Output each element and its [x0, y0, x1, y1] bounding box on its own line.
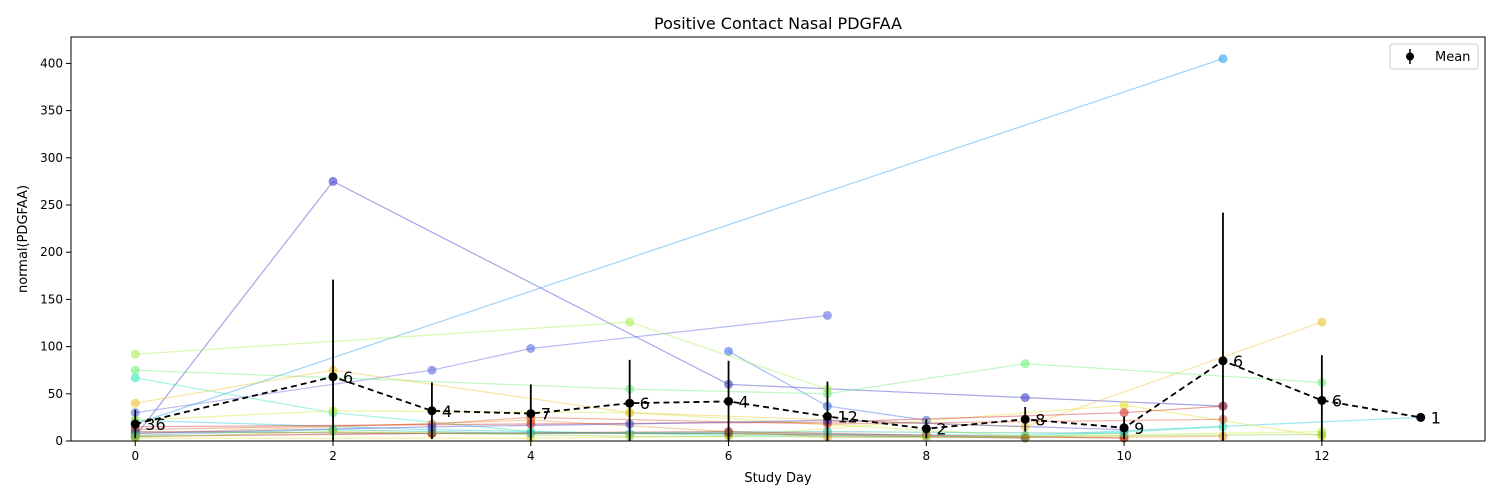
count-label: 4 [739, 392, 749, 411]
y-axis: 0 50 100 150 200 250 300 350 400 [40, 56, 71, 448]
subject-line [135, 321, 828, 390]
legend-box [1389, 43, 1479, 70]
subject-point [1020, 393, 1030, 403]
subject-point [1119, 408, 1129, 418]
plot-area: 36 6 4 7 6 4 12 2 8 9 6 6 1 [130, 54, 1441, 443]
subject-point [328, 176, 338, 186]
count-label: 36 [145, 415, 165, 434]
subject-point [526, 343, 536, 353]
legend-entry-mean: Mean [1435, 50, 1470, 65]
legend: Mean [1389, 43, 1479, 70]
count-label: 6 [640, 394, 650, 413]
chart-title: Positive Contact Nasal PDGFAA [654, 14, 902, 33]
subject-series [130, 176, 1228, 441]
count-label: 8 [1035, 410, 1045, 429]
legend-mean-marker [1406, 52, 1414, 61]
count-label: 6 [1332, 391, 1342, 410]
subject-line [135, 314, 828, 414]
subject-point [724, 346, 734, 356]
count-label: 6 [343, 368, 353, 387]
subject-point [130, 398, 140, 408]
subject-line [135, 431, 1026, 439]
x-tick-label: 4 [527, 449, 535, 463]
x-tick-label: 2 [329, 449, 337, 463]
mean-point [328, 372, 338, 382]
x-tick-label: 0 [131, 449, 139, 463]
subject-point [130, 349, 140, 359]
subject-point [1218, 54, 1228, 64]
count-label: 7 [541, 405, 551, 424]
mean-point [1020, 414, 1030, 424]
mean-point [625, 398, 635, 408]
y-tick-label: 150 [40, 292, 63, 306]
y-tick-label: 0 [55, 434, 63, 448]
subject-line [135, 405, 1224, 428]
x-tick-label: 6 [725, 449, 733, 463]
y-axis-label: normal(PDGFAA) [16, 185, 31, 293]
x-tick-label: 12 [1314, 449, 1329, 463]
subject-point [427, 365, 437, 375]
y-tick-label: 300 [40, 151, 63, 165]
x-axis: 0 2 4 6 8 10 12 [131, 441, 1329, 463]
y-tick-label: 350 [40, 104, 63, 118]
x-tick-label: 10 [1116, 449, 1131, 463]
mean-point [526, 409, 536, 419]
mean-point [1416, 412, 1426, 422]
y-tick-label: 200 [40, 245, 63, 259]
subject-series [130, 54, 1228, 429]
mean-point [427, 406, 437, 416]
subject-point [822, 310, 832, 320]
subject-point [130, 365, 140, 375]
subject-series-layer [130, 54, 1426, 443]
count-label: 12 [837, 407, 857, 426]
plot-frame [70, 36, 1486, 442]
mean-point [921, 424, 931, 434]
x-axis-label: Study Day [744, 471, 812, 486]
count-label: 2 [936, 420, 946, 439]
y-tick-label: 400 [40, 56, 63, 70]
mean-point [1119, 423, 1129, 433]
mean-point [1317, 395, 1327, 405]
subject-point [625, 317, 635, 327]
count-label: 9 [1134, 419, 1144, 438]
count-label: 6 [1233, 352, 1243, 371]
mean-point [130, 419, 140, 429]
mean-point [1218, 356, 1228, 366]
count-labels-layer: 36 6 4 7 6 4 12 2 8 9 6 6 1 [145, 352, 1441, 439]
subject-point [1020, 359, 1030, 369]
subject-point [130, 373, 140, 383]
mean-point [822, 411, 832, 421]
y-tick-label: 250 [40, 198, 63, 212]
mean-series-layer [130, 212, 1426, 441]
subject-line [134, 180, 1224, 437]
y-tick-label: 100 [40, 340, 63, 354]
x-tick-label: 8 [923, 449, 931, 463]
subject-line [135, 58, 1224, 425]
subject-point [1119, 400, 1129, 410]
mean-point [724, 396, 734, 406]
subject-point [1020, 433, 1030, 443]
subject-point [1317, 317, 1327, 327]
y-tick-label: 50 [48, 387, 63, 401]
count-label: 4 [442, 402, 452, 421]
count-label: 1 [1431, 408, 1441, 427]
